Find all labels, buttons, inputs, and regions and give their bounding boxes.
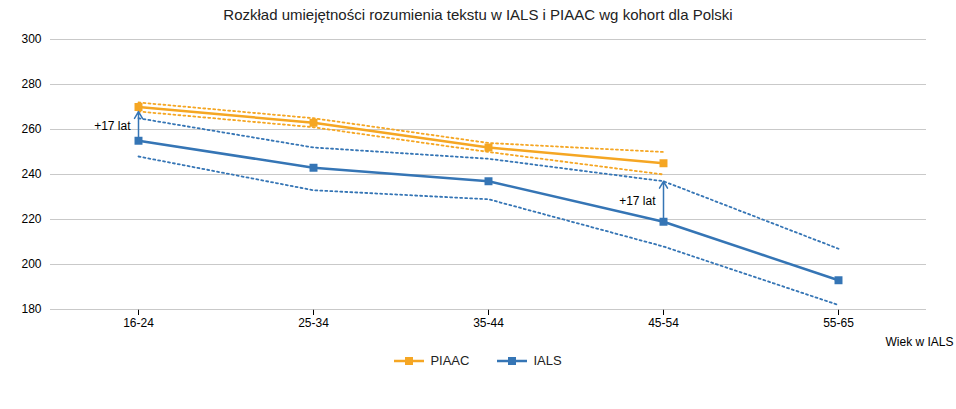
svg-text:Wiek w IALS: Wiek w IALS bbox=[885, 335, 953, 349]
svg-text:25-34: 25-34 bbox=[298, 316, 329, 330]
svg-text:55-65: 55-65 bbox=[823, 316, 854, 330]
svg-text:260: 260 bbox=[21, 122, 41, 136]
svg-text:16-24: 16-24 bbox=[123, 316, 154, 330]
html-text:Rozkład umiejętności rozumieni: Rozkład umiejętności rozumienia tekstu w… bbox=[223, 6, 733, 23]
svg-text:180: 180 bbox=[21, 302, 41, 316]
svg-text:200: 200 bbox=[21, 257, 41, 271]
svg-text:+17 lat: +17 lat bbox=[619, 194, 656, 208]
svg-text:280: 280 bbox=[21, 77, 41, 91]
svg-text:+17 lat: +17 lat bbox=[94, 119, 131, 133]
svg-text:35-44: 35-44 bbox=[473, 316, 504, 330]
svg-text:45-54: 45-54 bbox=[648, 316, 679, 330]
svg-text:220: 220 bbox=[21, 212, 41, 226]
svg-text:240: 240 bbox=[21, 167, 41, 181]
svg-text:300: 300 bbox=[21, 32, 41, 46]
html-text:IALS: IALS bbox=[533, 353, 562, 368]
html-text:PIAAC: PIAAC bbox=[430, 353, 470, 368]
